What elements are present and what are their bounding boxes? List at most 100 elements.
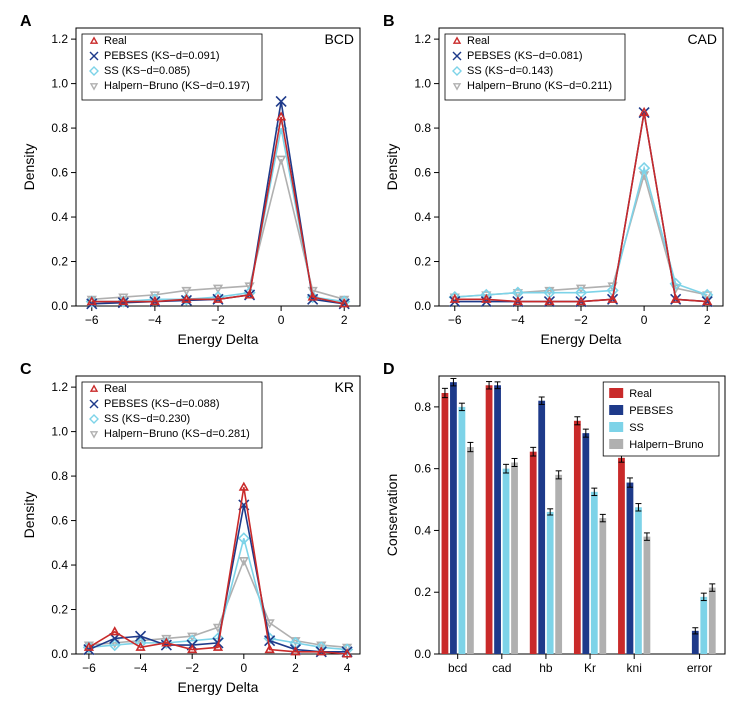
series-ss — [454, 168, 706, 297]
bar-bcd-pebses — [450, 382, 457, 654]
xtick-label: −2 — [574, 313, 588, 327]
series-real — [92, 117, 344, 304]
legend-label: PEBSES (KS−d=0.091) — [104, 50, 220, 62]
xtick-label: cad — [492, 661, 511, 675]
xtick-label: 2 — [703, 313, 710, 327]
ytick-label: 0.6 — [414, 462, 431, 476]
bar-cad-hb — [511, 462, 518, 654]
legend-label: Halpern−Bruno (KS−d=0.211) — [467, 80, 612, 92]
ytick-label: 0.0 — [414, 299, 431, 313]
bar-hb-pebses — [538, 401, 545, 654]
bar-kni-ss — [635, 507, 642, 654]
bar-hb-hb — [555, 475, 562, 654]
ylabel: Conservation — [384, 474, 400, 557]
bar-hb-real — [529, 452, 536, 654]
legend-label: Halpern−Bruno (KS−d=0.197) — [104, 80, 250, 92]
legend-label: SS (KS−d=0.085) — [104, 65, 190, 77]
ylabel: Density — [21, 144, 37, 191]
panel-d: 0.00.20.40.60.8ConservationDbcdcadhbKrkn… — [373, 358, 736, 706]
panel-letter: D — [383, 361, 395, 378]
figure-grid: −6 −4 −2 0 2 0.0 0.2 0.4 0.6 0.8 1.0 1.2 Energy Delt… — [10, 10, 735, 706]
legend-label: SS (KS−d=0.230) — [104, 413, 190, 425]
xtick-label: hb — [539, 661, 553, 675]
xtick-label: −2 — [185, 661, 199, 675]
ytick-label: 0.2 — [414, 255, 431, 269]
ytick-label: 0.4 — [414, 523, 431, 537]
legend-swatch — [609, 422, 623, 432]
panel-c: −6−4−20240.00.20.40.60.81.01.2Energy Del… — [10, 358, 373, 706]
series-hb — [454, 175, 706, 297]
legend-label: Real — [104, 383, 127, 395]
series-pebses — [454, 113, 706, 302]
panel-svg: −6 −4 −2 0 2 0.0 0.2 0.4 0.6 0.8 1.0 1.2 Energy Delt… — [373, 10, 735, 358]
panel-letter: B — [383, 13, 395, 30]
xtick-label: error — [686, 661, 711, 675]
series-real — [89, 487, 347, 654]
xtick-label: 2 — [341, 313, 348, 327]
ytick-label: 0.4 — [51, 210, 68, 224]
ytick-label: 0.2 — [51, 603, 68, 617]
legend-label: Real — [104, 35, 127, 47]
ytick-label: 0.6 — [51, 166, 68, 180]
ylabel: Density — [21, 492, 37, 539]
ytick-label: 1.2 — [51, 32, 68, 46]
panel-a: −6−4−2020.00.20.40.60.81.01.2Energy Delt… — [10, 10, 373, 358]
ylabel: Density — [384, 144, 400, 191]
xlabel: Energy Delta — [178, 679, 259, 695]
legend-label: Real — [629, 388, 652, 400]
legend-label: Halpern−Bruno (KS−d=0.281) — [104, 428, 250, 440]
ytick-label: 1.2 — [414, 32, 431, 46]
panel-title: BCD — [324, 31, 354, 47]
xtick-label: −4 — [148, 313, 162, 327]
series-ss — [92, 128, 344, 301]
xtick-label: −6 — [447, 313, 461, 327]
legend-label: Real — [467, 35, 490, 47]
legend-swatch — [609, 405, 623, 415]
legend-label: Halpern−Bruno — [629, 439, 703, 451]
bar-cad-pebses — [494, 385, 501, 654]
bar-cad-ss — [502, 469, 509, 654]
ytick-label: 0.8 — [414, 121, 431, 135]
panel-title: CAD — [687, 31, 717, 47]
xtick-label: 4 — [344, 661, 351, 675]
legend-label: SS — [629, 422, 644, 434]
legend-swatch — [609, 388, 623, 398]
bar-Kr-hb — [599, 518, 606, 654]
ytick-label: 0.4 — [51, 558, 68, 572]
xtick-label: −2 — [211, 313, 225, 327]
xtick-label: −4 — [134, 661, 148, 675]
bar-kni-pebses — [626, 483, 633, 654]
xtick-label: bcd — [447, 661, 466, 675]
xtick-label: 2 — [292, 661, 299, 675]
xlabel: Energy Delta — [540, 331, 621, 347]
series-real — [454, 113, 706, 302]
xtick-label: kni — [626, 661, 641, 675]
xtick-label: 0 — [640, 313, 647, 327]
ytick-label: 1.2 — [51, 380, 68, 394]
bar-Kr-pebses — [582, 433, 589, 654]
ytick-label: 0.6 — [414, 166, 431, 180]
ytick-label: 0.4 — [414, 210, 431, 224]
legend-swatch — [609, 439, 623, 449]
legend-label: PEBSES (KS−d=0.088) — [104, 398, 220, 410]
ytick-label: 0.0 — [51, 299, 68, 313]
series-pebses — [92, 101, 344, 303]
ytick-label: 1.0 — [51, 425, 68, 439]
ytick-label: 0.6 — [51, 514, 68, 528]
bar-Kr-ss — [590, 492, 597, 654]
ytick-label: 0.8 — [414, 400, 431, 414]
xlabel: Energy Delta — [178, 331, 259, 347]
bar-Kr-real — [573, 421, 580, 654]
xtick-label: 0 — [240, 661, 247, 675]
xtick-label: Kr — [584, 661, 596, 675]
bar-kni-hb — [643, 537, 650, 654]
bar-bcd-ss — [458, 407, 465, 654]
bar-error-hb — [708, 588, 715, 654]
xtick-label: −6 — [85, 313, 99, 327]
bar-kni-real — [618, 458, 625, 654]
bar-bcd-real — [441, 393, 448, 654]
ytick-label: 0.8 — [51, 121, 68, 135]
ytick-label: 0.0 — [51, 647, 68, 661]
xtick-label: −4 — [511, 313, 525, 327]
ytick-label: 1.0 — [414, 77, 431, 91]
